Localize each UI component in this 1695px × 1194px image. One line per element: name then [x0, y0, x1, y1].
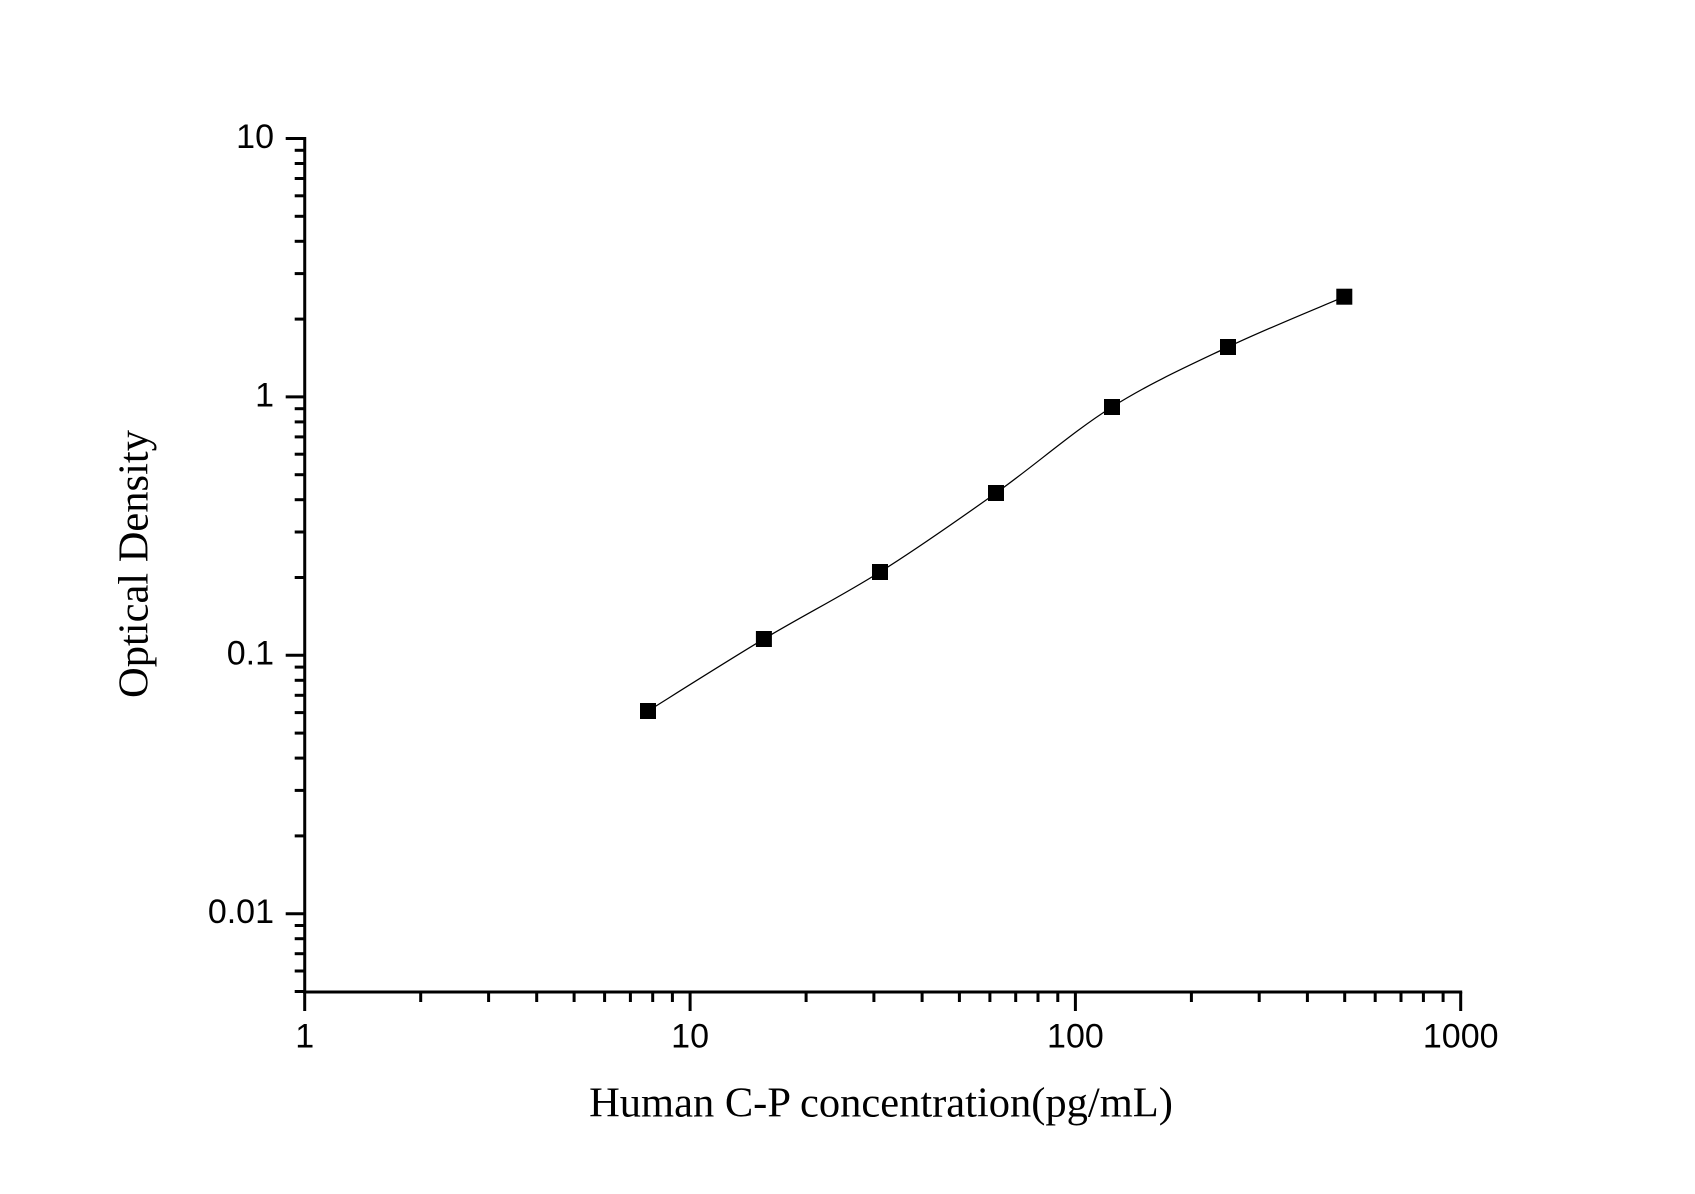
svg-text:1000: 1000: [1423, 1018, 1499, 1056]
svg-text:1: 1: [295, 1018, 314, 1056]
svg-text:0.01: 0.01: [208, 893, 274, 931]
svg-text:0.1: 0.1: [227, 635, 274, 673]
svg-text:Optical Density: Optical Density: [111, 429, 158, 698]
svg-text:1: 1: [255, 376, 274, 414]
svg-text:10: 10: [671, 1018, 709, 1056]
svg-text:100: 100: [1047, 1018, 1104, 1056]
svg-text:Human C-P concentration(pg/mL): Human C-P concentration(pg/mL): [589, 1080, 1173, 1127]
svg-text:10: 10: [236, 118, 274, 156]
